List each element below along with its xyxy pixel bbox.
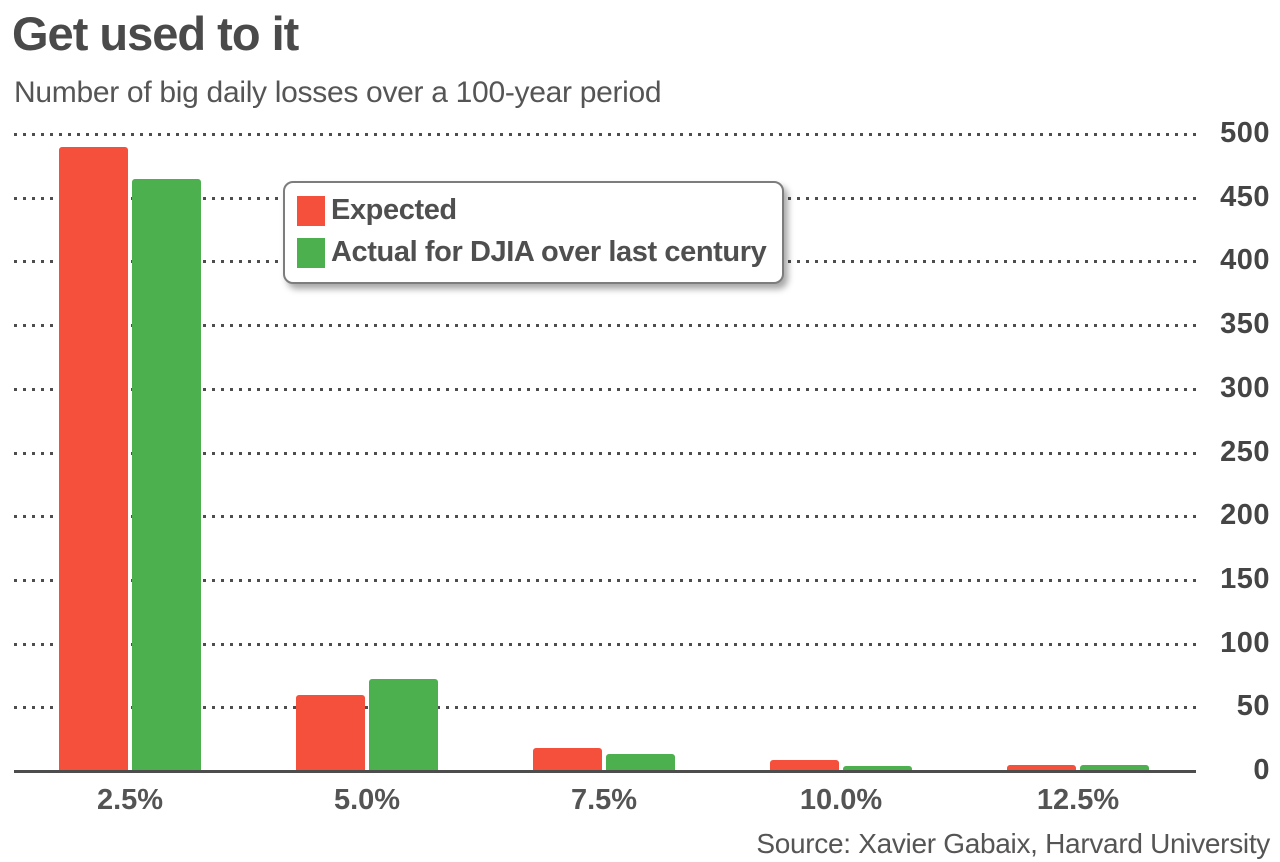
gridline-50 — [14, 706, 1196, 710]
gridline-500 — [14, 133, 1196, 136]
y-axis-tick-250: 250 — [1220, 435, 1270, 468]
y-axis-tick-350: 350 — [1220, 308, 1270, 341]
bar-expected-5.0% — [296, 695, 365, 771]
bar-expected-7.5% — [533, 748, 602, 771]
y-axis-tick-150: 150 — [1220, 562, 1270, 595]
expected-swatch-icon — [297, 195, 325, 226]
x-axis-label-2.5%: 2.5% — [96, 784, 164, 816]
legend-label-actual: Actual for DJIA over last century — [331, 236, 767, 268]
gridline-300 — [14, 387, 1196, 391]
bar-actual-10.0% — [843, 766, 912, 771]
y-axis-tick-400: 400 — [1220, 244, 1270, 277]
x-axis-label-7.5%: 7.5% — [570, 784, 638, 816]
gridline-150 — [14, 578, 1196, 582]
actual-swatch-icon — [297, 237, 325, 268]
legend-item-actual: Actual for DJIA over last century — [297, 236, 767, 269]
chart-subtitle: Number of big daily losses over a 100-ye… — [14, 76, 662, 109]
x-axis-label-12.5%: 12.5% — [1036, 784, 1120, 816]
y-axis-tick-0: 0 — [1253, 754, 1270, 786]
bar-actual-7.5% — [606, 754, 675, 771]
bar-actual-12.5% — [1080, 765, 1149, 771]
source-credit: Source: Xavier Gabaix, Harvard Universit… — [756, 828, 1270, 859]
gridline-250 — [14, 451, 1196, 455]
y-axis-tick-450: 450 — [1220, 180, 1270, 213]
bar-expected-2.5% — [59, 147, 128, 771]
x-axis-line — [14, 770, 1196, 773]
gridline-350 — [14, 324, 1196, 328]
bar-expected-10.0% — [770, 760, 839, 771]
y-axis-tick-50: 50 — [1236, 690, 1270, 723]
x-axis-label-5.0%: 5.0% — [333, 784, 401, 816]
gridline-100 — [14, 642, 1196, 646]
chart-title: Get used to it — [12, 7, 299, 60]
y-axis-tick-300: 300 — [1220, 371, 1270, 404]
y-axis-tick-200: 200 — [1220, 499, 1270, 532]
bar-actual-5.0% — [369, 679, 438, 771]
bar-actual-2.5% — [132, 179, 201, 771]
legend-label-expected: Expected — [331, 194, 457, 226]
legend-item-expected: Expected — [297, 194, 766, 227]
chart-legend: Expected Actual for DJIA over last centu… — [283, 181, 785, 284]
y-axis-tick-500: 500 — [1220, 117, 1270, 149]
x-axis-label-10.0%: 10.0% — [799, 784, 883, 816]
bar-expected-12.5% — [1007, 765, 1076, 771]
y-axis-tick-100: 100 — [1220, 626, 1270, 659]
gridline-200 — [14, 515, 1196, 519]
